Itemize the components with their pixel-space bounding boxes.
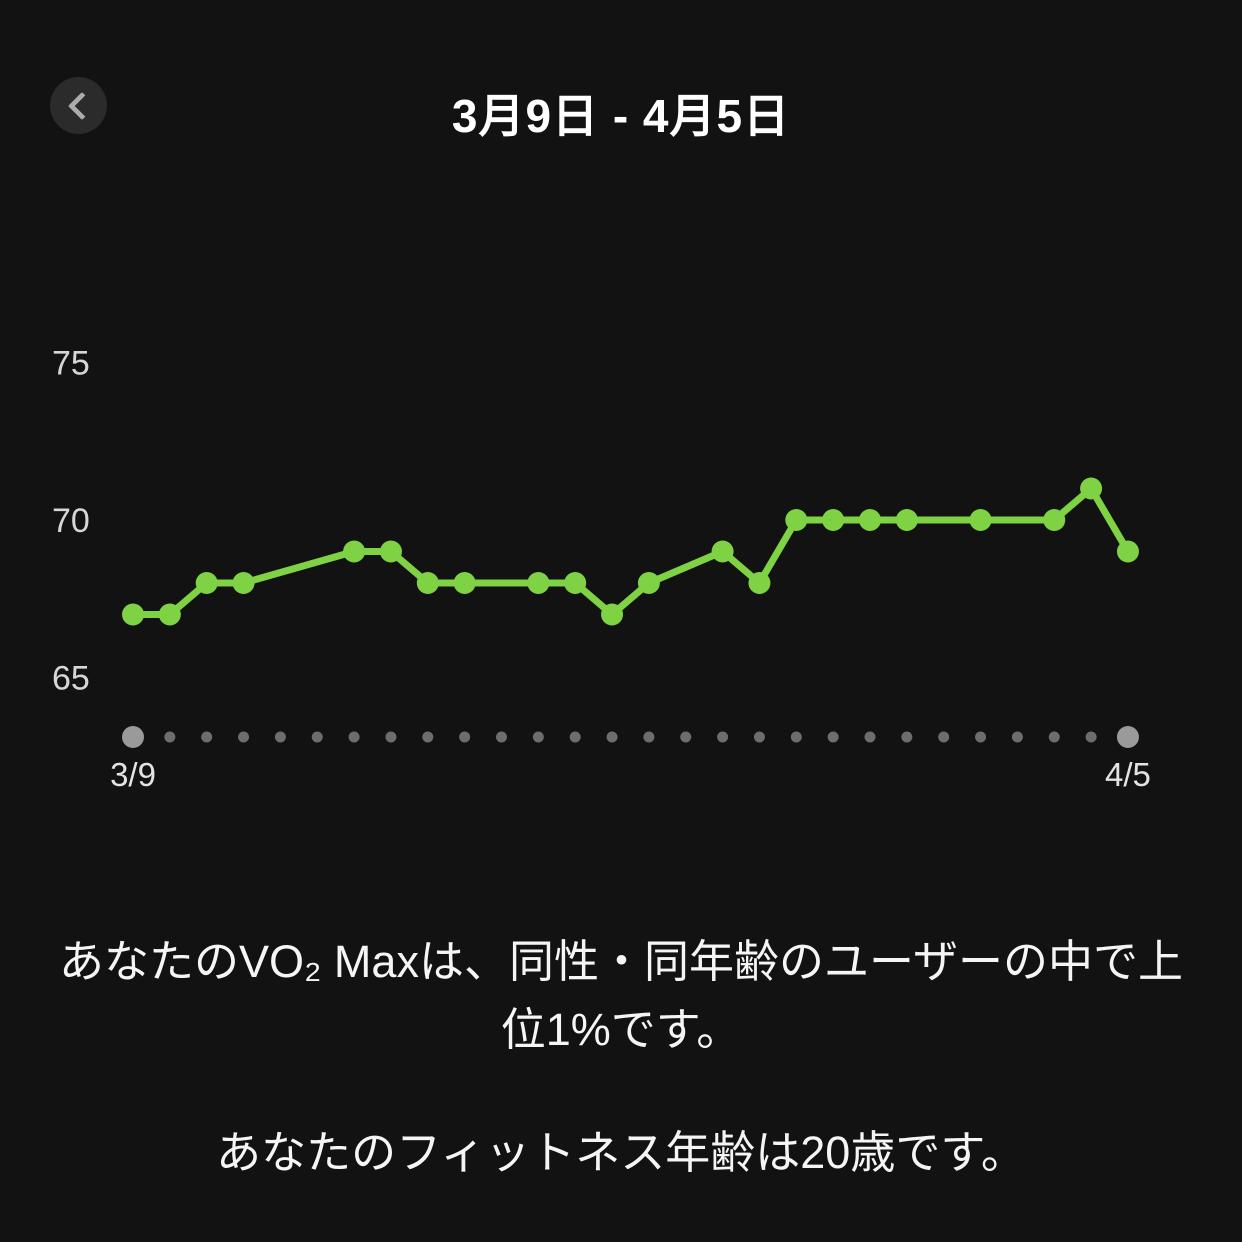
data-point-marker[interactable] xyxy=(601,603,624,626)
data-point-marker[interactable] xyxy=(1116,540,1139,563)
data-point-marker[interactable] xyxy=(527,572,550,594)
timeline-day-dot[interactable] xyxy=(643,731,655,743)
timeline-day-dot[interactable] xyxy=(1048,731,1060,743)
y-axis-tick-label: 75 xyxy=(52,345,90,383)
timeline-day-dot[interactable] xyxy=(901,731,913,743)
y-axis-tick-label: 65 xyxy=(52,660,90,698)
data-point-marker[interactable] xyxy=(564,572,587,594)
date-range-title: 3月9日 - 4月5日 xyxy=(451,90,791,142)
timeline-day-dot[interactable] xyxy=(348,731,360,743)
timeline-day-dot[interactable] xyxy=(422,731,434,743)
timeline-day-dot[interactable] xyxy=(311,731,323,743)
fitness-age-text: あなたのフィットネス年齢は20歳です。 xyxy=(216,1127,1026,1178)
timeline-endpoint-dot[interactable] xyxy=(1116,726,1139,748)
data-point-marker[interactable] xyxy=(195,572,218,594)
data-point-marker[interactable] xyxy=(785,509,808,531)
data-point-marker[interactable] xyxy=(1080,477,1103,500)
data-point-marker[interactable] xyxy=(158,603,181,626)
data-point-marker[interactable] xyxy=(969,509,992,531)
data-point-marker[interactable] xyxy=(379,540,402,563)
timeline-day-dot[interactable] xyxy=(385,731,397,743)
timeline-day-dot[interactable] xyxy=(1085,731,1097,743)
timeline-day-dot[interactable] xyxy=(238,731,250,743)
data-point-marker[interactable] xyxy=(711,540,734,563)
y-axis-tick-label: 70 xyxy=(52,502,90,540)
data-point-marker[interactable] xyxy=(453,572,476,594)
x-axis-start-label: 3/9 xyxy=(110,756,156,793)
timeline-day-dot[interactable] xyxy=(569,731,581,743)
timeline-day-dot[interactable] xyxy=(680,731,692,743)
timeline-day-dot[interactable] xyxy=(274,731,286,743)
timeline-day-dot[interactable] xyxy=(827,731,839,743)
timeline-day-dot[interactable] xyxy=(606,731,618,743)
timeline-day-dot[interactable] xyxy=(717,731,729,743)
timeline-day-dot[interactable] xyxy=(938,731,950,743)
timeline-day-dot[interactable] xyxy=(790,731,802,743)
back-button[interactable] xyxy=(50,77,107,134)
timeline-day-dot[interactable] xyxy=(164,731,176,743)
timeline-day-dot[interactable] xyxy=(753,731,765,743)
data-point-marker[interactable] xyxy=(1043,509,1066,531)
data-point-marker[interactable] xyxy=(343,540,366,563)
data-point-marker[interactable] xyxy=(748,572,771,594)
timeline-day-dot[interactable] xyxy=(496,731,507,743)
data-point-marker[interactable] xyxy=(637,572,660,594)
timeline-day-dot[interactable] xyxy=(459,731,471,743)
x-axis-end-label: 4/5 xyxy=(1105,756,1151,793)
data-point-marker[interactable] xyxy=(122,603,144,626)
data-point-marker[interactable] xyxy=(895,509,918,531)
percentile-text: あなたのVO₂ Maxは、同性・同年齢のユーザーの中で上位1%です。 xyxy=(58,936,1184,1055)
timeline-day-dot[interactable] xyxy=(864,731,876,743)
timeline-day-dot[interactable] xyxy=(532,731,544,743)
summary-text-block: あなたのVO₂ Maxは、同性・同年齢のユーザーの中で上位1%です。 あなたのフ… xyxy=(0,928,1242,1187)
data-point-marker[interactable] xyxy=(822,509,845,531)
timeline-day-dot[interactable] xyxy=(975,731,987,743)
data-point-marker[interactable] xyxy=(859,509,881,531)
timeline-day-dot[interactable] xyxy=(1011,731,1023,743)
data-point-marker[interactable] xyxy=(232,572,255,594)
trend-line xyxy=(129,485,1132,618)
data-point-marker[interactable] xyxy=(416,572,439,594)
timeline-day-dot[interactable] xyxy=(201,731,213,743)
timeline-endpoint-dot[interactable] xyxy=(122,726,144,748)
